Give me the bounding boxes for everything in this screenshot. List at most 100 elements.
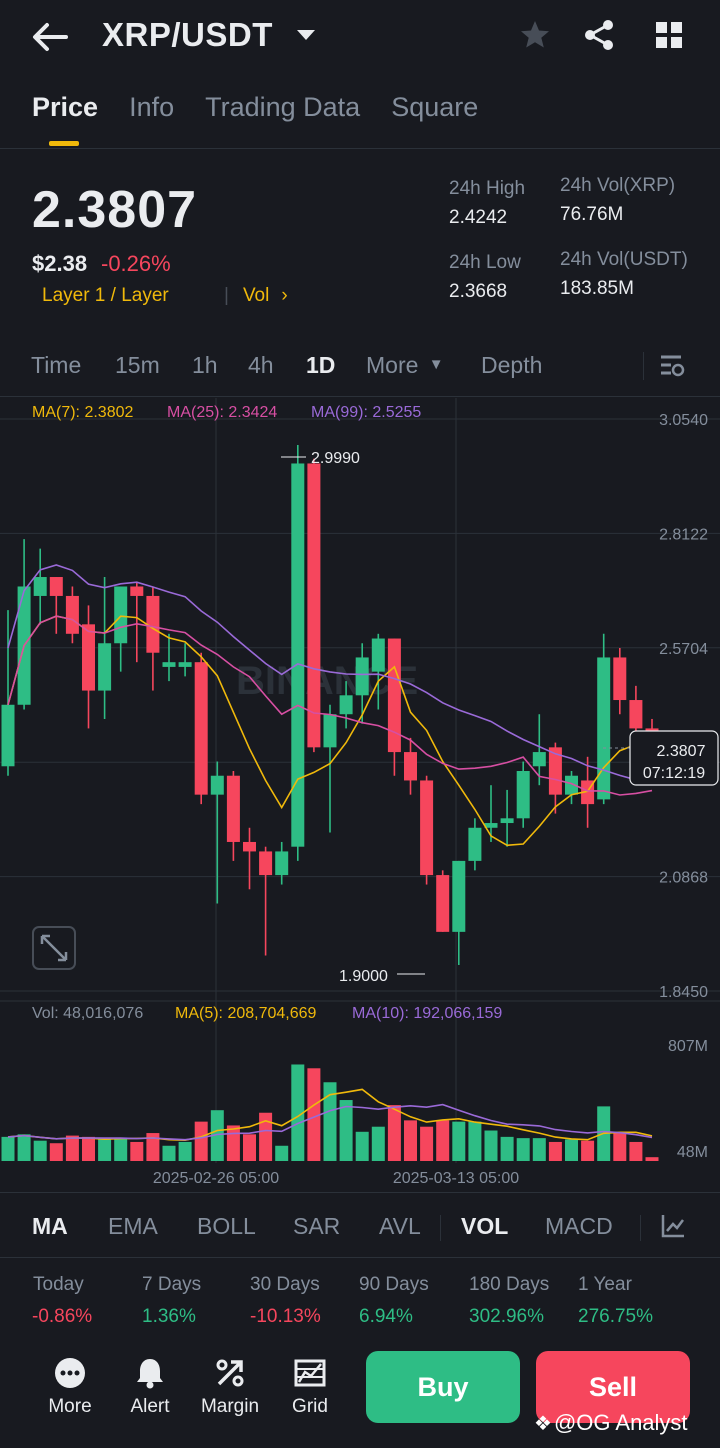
candle-body (146, 595, 160, 653)
volume-bar (291, 1064, 305, 1161)
price-axis-label: 2.5704 (659, 641, 708, 658)
grid-trading-icon (294, 1359, 326, 1387)
sell-button[interactable]: Sell (536, 1351, 690, 1423)
category-tag[interactable]: Layer 1 / Layer (42, 285, 169, 306)
divider (0, 396, 720, 397)
date-label-1: 2025-02-26 05:00 (153, 1170, 279, 1187)
divider (640, 1215, 641, 1241)
more-button[interactable]: More (30, 1356, 110, 1418)
perf-30d-label: 30 Days (250, 1274, 320, 1295)
pair-title[interactable]: XRP/USDT (102, 16, 273, 53)
candle-body (307, 463, 321, 748)
ma7-legend: MA(7): 2.3802 (32, 404, 133, 421)
price-axis-label: 3.0540 (659, 412, 708, 429)
volume-bar (629, 1141, 643, 1161)
volume-bar (114, 1138, 128, 1161)
candle-body (210, 775, 224, 795)
candle-body (82, 624, 95, 691)
divider (0, 1257, 720, 1258)
grid-icon[interactable] (652, 18, 686, 52)
indicator-settings-icon[interactable] (660, 1213, 686, 1239)
candle-body (548, 747, 562, 795)
price-chart[interactable]: BINANCE MA(7): 2.3802 MA(25): 2.3424 MA(… (0, 398, 720, 1188)
star-icon[interactable] (518, 18, 552, 52)
tab-trading-data[interactable]: Trading Data (205, 92, 361, 122)
countdown-label: 07:12:19 (643, 765, 705, 782)
indicator-avl[interactable]: AVL (379, 1213, 421, 1239)
timeframe-depth[interactable]: Depth (481, 352, 543, 378)
grid-label: Grid (292, 1396, 328, 1417)
volume-bar (146, 1133, 160, 1161)
candle-body (468, 827, 482, 861)
low-marker-label: 1.9000 (339, 968, 388, 985)
divider (643, 352, 644, 380)
divider (0, 148, 720, 149)
share-icon[interactable] (582, 18, 616, 52)
timeframe-1h[interactable]: 1h (192, 352, 218, 378)
volume-bar (339, 1100, 353, 1161)
watermark-text: @OG Analyst (553, 1410, 688, 1435)
candle-body (500, 818, 514, 824)
vol-tag[interactable]: | Vol › (224, 285, 288, 306)
indicator-boll[interactable]: BOLL (197, 1213, 256, 1239)
indicator-sar[interactable]: SAR (293, 1213, 341, 1239)
vol-axis-bottom: 48M (677, 1144, 708, 1161)
perf-180d-value: 302.96% (469, 1306, 545, 1327)
ma25-line (7, 615, 653, 796)
volume-bar (275, 1145, 289, 1161)
timeframe-4h[interactable]: 4h (248, 352, 274, 378)
timeframe-1d[interactable]: 1D (306, 352, 336, 378)
more-label: More (48, 1396, 92, 1417)
volume-bar (452, 1121, 466, 1161)
volume-bar (468, 1121, 482, 1161)
date-label-2: 2025-03-13 05:00 (393, 1170, 519, 1187)
volume-bar (210, 1110, 224, 1161)
indicator-macd[interactable]: MACD (545, 1213, 613, 1239)
indicator-ma[interactable]: MA (32, 1213, 68, 1239)
perf-today-label: Today (33, 1274, 84, 1295)
alert-button[interactable]: Alert (110, 1356, 190, 1418)
candle-body (226, 775, 240, 842)
timeframe-time[interactable]: Time (31, 352, 82, 378)
timeframe-more[interactable]: More ▼ (366, 352, 444, 379)
low-label: 24h Low (449, 252, 521, 273)
perf-1y-label: 1 Year (578, 1274, 632, 1295)
candle-body (114, 586, 128, 644)
perf-90d-value: 6.94% (359, 1306, 413, 1327)
caret-down-icon: ▼ (428, 356, 444, 373)
indicator-vol[interactable]: VOL (461, 1213, 509, 1239)
back-arrow-icon[interactable] (30, 20, 70, 54)
volume-bar (194, 1121, 208, 1161)
high-marker: 2.9990 (281, 450, 360, 467)
timeframe-15m[interactable]: 15m (115, 352, 160, 378)
perf-180d-label: 180 Days (469, 1274, 550, 1295)
price-axis-label: 1.8450 (659, 984, 708, 1001)
chevron-down-icon[interactable] (296, 28, 316, 42)
volume-bar (484, 1130, 498, 1161)
candle-body (178, 662, 192, 667)
perf-90d-label: 90 Days (359, 1274, 429, 1295)
price-axis-label: 2.8122 (659, 526, 708, 543)
tab-square[interactable]: Square (391, 92, 479, 122)
volume-bar (516, 1138, 530, 1161)
indicator-ema[interactable]: EMA (108, 1213, 158, 1239)
volume-bar (98, 1139, 112, 1161)
author-watermark: ❖@OG Analyst (534, 1410, 688, 1436)
bell-icon (137, 1359, 163, 1389)
perf-today-value: -0.86% (32, 1306, 93, 1327)
tab-price[interactable]: Price (32, 92, 99, 146)
volume-bar (82, 1136, 95, 1161)
candle-body (323, 714, 337, 748)
candle-body (516, 771, 530, 819)
volume-bar (130, 1141, 144, 1161)
volume-bar (162, 1145, 176, 1161)
grid-button[interactable]: Grid (270, 1356, 350, 1418)
volume-bar (226, 1125, 240, 1161)
chart-settings-icon[interactable] (659, 353, 685, 379)
last-price: 2.3807 (32, 181, 198, 239)
margin-button[interactable]: Margin (190, 1356, 270, 1418)
vol-xrp-value: 76.76M (560, 204, 624, 225)
buy-button[interactable]: Buy (366, 1351, 520, 1423)
volume-bar (323, 1082, 337, 1161)
tab-info[interactable]: Info (129, 92, 175, 122)
